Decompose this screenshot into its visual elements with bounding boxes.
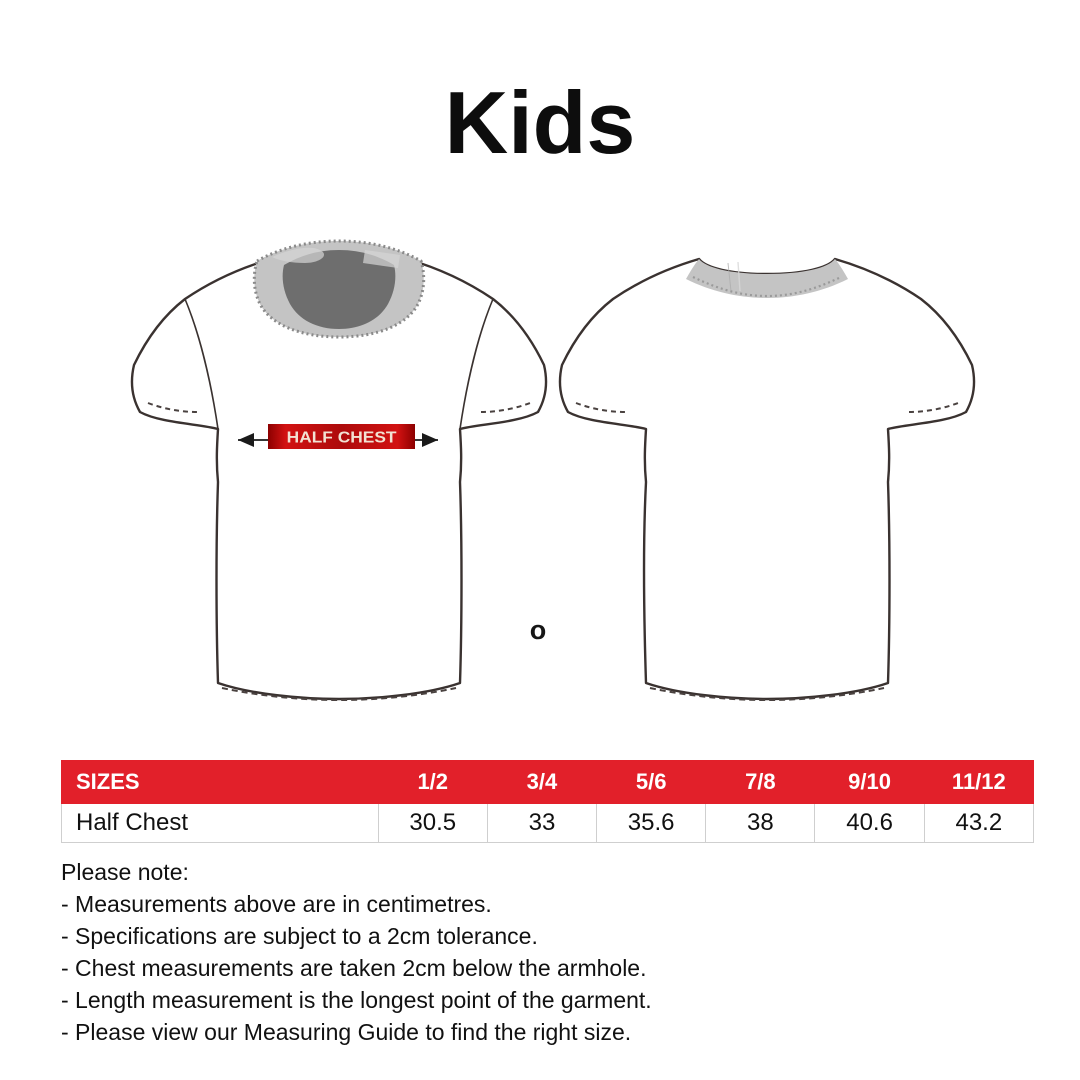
svg-text:HALF CHEST: HALF CHEST xyxy=(287,429,397,446)
svg-text:o: o xyxy=(530,615,547,645)
